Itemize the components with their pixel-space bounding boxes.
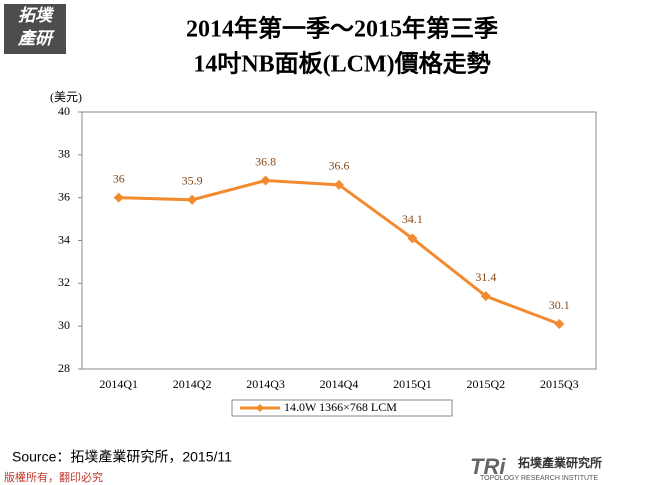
x-tick-label: 2014Q1	[99, 377, 138, 391]
brand: 拓墣產業研究所	[518, 455, 602, 470]
chart-title: 2014年第一季～2015年第三季	[186, 15, 498, 43]
data-label: 35.9	[182, 174, 203, 188]
data-label: 30.1	[549, 298, 570, 312]
logo: 拓墣 產研	[4, 4, 66, 54]
x-tick-label: 2015Q2	[467, 377, 506, 391]
brand-en: TOPOLOGY RESEARCH INSTITUTE	[480, 475, 598, 482]
x-tick-label: 2015Q1	[393, 377, 432, 391]
chart-subtitle: 14吋NB面板(LCM)價格走勢	[193, 51, 490, 78]
marker	[260, 175, 271, 186]
logo-box	[4, 4, 66, 54]
data-label: 36.8	[255, 154, 276, 168]
marker	[554, 319, 565, 330]
y-tick-label: 34	[58, 232, 70, 246]
logo-text: 產研	[17, 29, 55, 48]
data-label: 36	[113, 171, 125, 185]
y-tick-label: 30	[58, 318, 70, 332]
data-label: 34.1	[402, 212, 423, 226]
legend-box	[231, 399, 453, 417]
legend-marker	[256, 404, 264, 412]
data-label: 31.4	[475, 270, 496, 284]
y-tick-label: 38	[58, 147, 70, 161]
x-tick-label: 2015Q3	[540, 377, 579, 391]
y-tick-label: 28	[58, 361, 70, 375]
legend-label: 14.0W 1366×768 LCM	[284, 400, 397, 414]
marker	[187, 194, 198, 205]
marker	[113, 192, 124, 203]
x-tick-label: 2014Q2	[173, 377, 212, 391]
marker	[334, 179, 344, 190]
y-tick-label: 32	[58, 275, 70, 289]
marker	[407, 233, 418, 244]
y-tick-label: 40	[58, 104, 70, 118]
source: Source：拓墣產業研究所，2015/11	[12, 449, 232, 465]
logo-text: 拓墣	[18, 6, 55, 25]
y-tick-label: 36	[58, 189, 70, 203]
x-tick-label: 2014Q4	[320, 377, 359, 391]
x-tick-label: 2014Q3	[246, 377, 285, 391]
copyright: 版權所有，翻印必究	[4, 470, 103, 484]
marker	[480, 291, 491, 302]
brand-mark: TRi	[470, 454, 506, 479]
y-axis-label: (美元)	[50, 90, 82, 104]
data-label: 36.6	[329, 159, 350, 173]
